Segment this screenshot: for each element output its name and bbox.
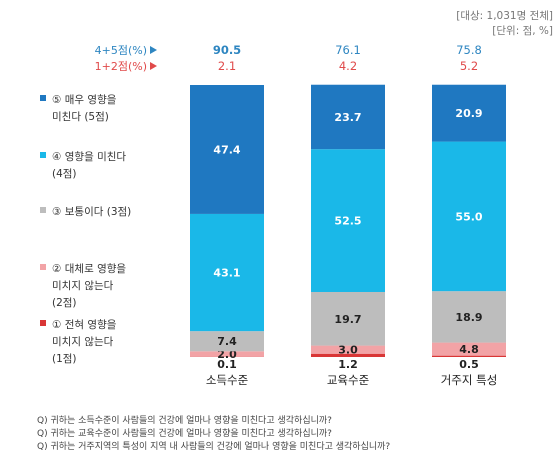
summary-rows: 4+5점(%) 90.5 76.1 75.8 1+2점(%) 2.1 4.2 5.2 <box>95 43 482 73</box>
legend-square-icon <box>40 264 46 270</box>
summary-value: 76.1 <box>335 43 361 57</box>
summary-value: 75.8 <box>456 43 482 57</box>
data-label: 47.4 <box>213 143 240 156</box>
category-labels: 소득수준 교육수준 거주지 특성 <box>206 373 497 387</box>
footnote: Q) 귀하는 교육수준이 사람들의 건강에 얼마나 영향을 미친다고 생각하십니… <box>37 427 332 439</box>
legend-label: ② 대체로 영향을 <box>52 263 126 275</box>
legend-label: 미치지 않는다 <box>52 280 114 292</box>
category-label: 소득수준 <box>206 373 248 387</box>
sample-note: [대상: 1,031명 전체] <box>456 10 553 22</box>
legend-square-icon <box>40 95 46 101</box>
legend-label: (4점) <box>52 168 77 180</box>
summary-row-label: 1+2점(%) <box>95 60 147 73</box>
bars: 0.12.07.443.147.41.23.019.752.523.70.54.… <box>190 85 506 371</box>
legend-square-icon <box>40 320 46 326</box>
data-label: 7.4 <box>217 335 237 348</box>
footnotes: Q) 귀하는 소득수준이 사람들의 건강에 얼마나 영향을 미친다고 생각하십니… <box>37 414 390 452</box>
legend-label: (2점) <box>52 297 77 309</box>
footnote: Q) 귀하는 거주지역의 특성이 지역 내 사람들의 건강에 얼마나 영향을 미… <box>37 440 390 452</box>
data-label: 3.0 <box>338 344 358 357</box>
data-label: 19.7 <box>334 313 361 326</box>
legend-label: ④ 영향을 미친다 <box>52 151 126 163</box>
summary-value: 4.2 <box>339 59 357 73</box>
data-label: 52.5 <box>334 215 361 228</box>
category-label: 거주지 특성 <box>441 373 498 387</box>
category-label: 교육수준 <box>327 373 369 387</box>
summary-value: 5.2 <box>460 59 478 73</box>
data-label: 20.9 <box>455 107 482 120</box>
data-label: 55.0 <box>455 210 482 223</box>
footnote: Q) 귀하는 소득수준이 사람들의 건강에 얼마나 영향을 미친다고 생각하십니… <box>37 414 332 426</box>
data-label: 0.5 <box>459 358 479 371</box>
legend-label: ① 전혀 영향을 <box>52 319 117 331</box>
triangle-marker-icon <box>150 62 157 70</box>
legend-label: 미치지 않는다 <box>52 336 114 348</box>
legend-label: (1점) <box>52 353 77 365</box>
legend-label: ③ 보통이다 (3점) <box>52 206 131 218</box>
triangle-marker-icon <box>150 46 157 54</box>
data-label: 4.8 <box>459 343 479 356</box>
data-label: 23.7 <box>334 111 361 124</box>
unit-note: [단위: 점, %] <box>492 24 553 37</box>
data-label: 43.1 <box>213 267 240 280</box>
summary-value: 90.5 <box>213 43 241 57</box>
summary-value: 2.1 <box>218 59 236 73</box>
legend-square-icon <box>40 152 46 158</box>
data-label: 18.9 <box>455 311 482 324</box>
summary-row-label: 4+5점(%) <box>95 44 147 57</box>
legend-label: ⑤ 매우 영향을 <box>52 94 117 106</box>
data-label: 1.2 <box>338 358 358 371</box>
legend-square-icon <box>40 207 46 213</box>
legend-label: 미친다 (5점) <box>52 111 109 123</box>
